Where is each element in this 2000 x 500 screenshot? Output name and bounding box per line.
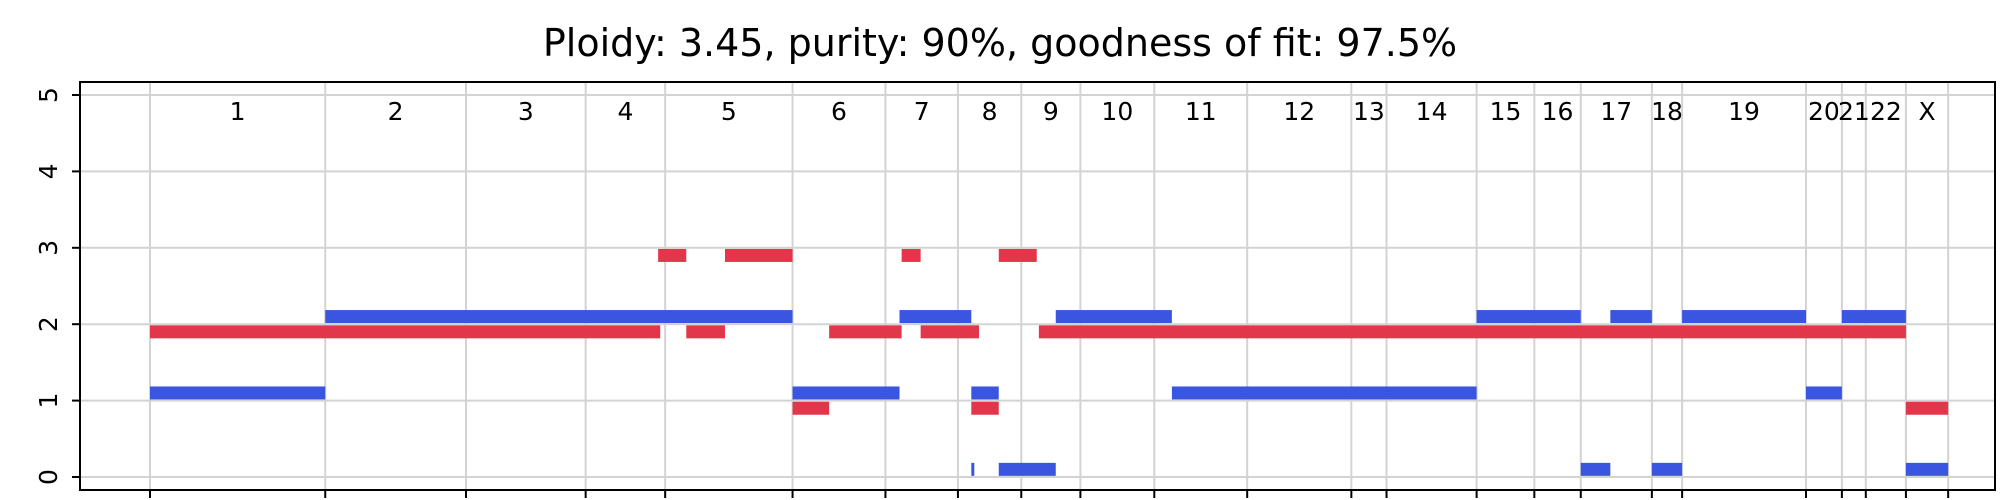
grid-lines [80,82,1995,490]
chromosome-label-21: 21 [1838,97,1870,126]
chromosome-label-6: 6 [831,97,847,126]
chromosome-label-7: 7 [914,97,930,126]
chromosome-label-19: 19 [1728,97,1760,126]
minor-segment [1905,401,1949,415]
y-tick-label: 3 [34,240,63,256]
chromosome-label-18: 18 [1651,97,1683,126]
major-segment [1171,386,1477,400]
chromosome-label-13: 13 [1353,97,1385,126]
major-segment [971,386,999,400]
major-segment [971,462,975,476]
y-tick-label: 4 [34,163,63,179]
minor-segment [792,401,830,415]
chromosome-label-9: 9 [1043,97,1059,126]
chromosome-label-5: 5 [721,97,737,126]
copy-number-segments [150,248,1949,476]
chromosome-label-12: 12 [1283,97,1315,126]
y-tick-label: 5 [34,87,63,103]
major-segment [1841,310,1906,324]
chromosome-label-X: X [1918,97,1935,126]
major-segment [325,310,793,324]
minor-segment [150,325,661,339]
chromosome-label-10: 10 [1101,97,1133,126]
major-segment [1905,462,1949,476]
chromosome-label-11: 11 [1185,97,1217,126]
minor-segment [998,248,1037,262]
major-segment [899,310,972,324]
chromosome-label-2: 2 [388,97,404,126]
minor-segment [901,248,921,262]
major-segment [1682,310,1806,324]
chromosome-label-4: 4 [617,97,633,126]
major-segment [1610,310,1652,324]
chromosome-label-20: 20 [1808,97,1840,126]
chromosome-label-1: 1 [230,97,246,126]
y-tick-label: 0 [34,469,63,485]
major-segment [1055,310,1172,324]
minor-segment [920,325,980,339]
chromosome-label-22: 22 [1870,97,1902,126]
y-tick-label: 2 [34,316,63,332]
y-tick-label: 1 [34,393,63,409]
major-segment [1805,386,1842,400]
minor-segment [724,248,793,262]
chromosome-label-8: 8 [982,97,998,126]
chart-title: Ploidy: 3.45, purity: 90%, goodness of f… [543,21,1457,65]
minor-segment [686,325,725,339]
chromosome-label-14: 14 [1416,97,1448,126]
minor-segment [658,248,687,262]
major-segment [1580,462,1611,476]
chromosome-label-17: 17 [1600,97,1632,126]
major-segment [1651,462,1683,476]
minor-segment [1038,325,1906,339]
major-segment [998,462,1056,476]
minor-segment [829,325,902,339]
major-segment [792,386,900,400]
minor-segment [971,401,999,415]
major-segment [150,386,326,400]
chromosome-label-3: 3 [518,97,534,126]
chromosome-label-16: 16 [1542,97,1574,126]
plot-frame [79,81,1996,491]
chromosome-label-15: 15 [1490,97,1522,126]
major-segment [1476,310,1581,324]
